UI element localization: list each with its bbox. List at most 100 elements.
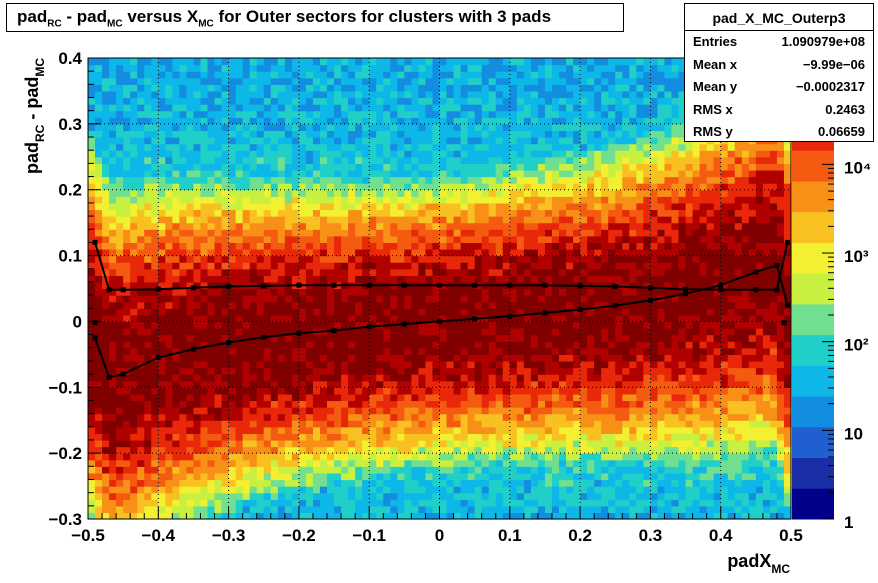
heatmap-cell [207, 84, 216, 92]
heatmap-cell [137, 209, 145, 217]
heatmap-cell [418, 77, 427, 85]
heatmap-cell [334, 446, 342, 454]
heatmap-cell [270, 512, 279, 520]
heatmap-cell [214, 163, 223, 171]
heatmap-cell [193, 275, 202, 283]
heatmap-cell [319, 268, 328, 276]
heatmap-cell [460, 229, 469, 237]
heatmap-cell [587, 453, 595, 461]
heatmap-cell [235, 328, 244, 336]
heatmap-cell [207, 347, 216, 355]
heatmap-cell [144, 262, 152, 270]
heatmap-cell [348, 117, 356, 125]
heatmap-cell [481, 321, 490, 329]
heatmap-cell [179, 453, 188, 461]
heatmap-cell [291, 459, 300, 467]
heatmap-cell [467, 137, 476, 145]
heatmap-cell [102, 123, 110, 132]
heatmap-cell [109, 275, 117, 283]
heatmap-cell [116, 341, 124, 349]
heatmap-cell [397, 486, 405, 494]
heatmap-cell [559, 393, 567, 402]
heatmap-cell [537, 308, 546, 316]
heatmap-cell [467, 347, 476, 355]
heatmap-cell [277, 314, 286, 323]
heatmap-cell [116, 512, 124, 520]
heatmap-cell [334, 472, 342, 481]
heatmap-cell [587, 407, 595, 415]
heatmap-cell [488, 354, 497, 362]
heatmap-cell [432, 196, 441, 204]
heatmap-cell [355, 84, 363, 92]
heatmap-cell [158, 137, 166, 145]
heatmap-cell [523, 321, 532, 329]
heatmap-cell [369, 150, 377, 158]
heatmap-cell [172, 472, 180, 481]
heatmap-cell [151, 123, 159, 132]
heatmap-cell [383, 117, 391, 125]
heatmap-cell [200, 512, 209, 520]
heatmap-cell [158, 321, 166, 329]
heatmap-cell [242, 58, 251, 66]
heatmap-cell [404, 301, 412, 309]
heatmap-cell [207, 413, 216, 421]
heatmap-cell [228, 84, 237, 92]
heatmap-cell [566, 77, 574, 85]
heatmap-cell [327, 248, 335, 257]
heatmap-cell [102, 242, 110, 250]
heatmap-cell [488, 334, 497, 342]
heatmap-cell [200, 104, 209, 112]
heatmap-cell [453, 479, 462, 487]
heatmap-cell [137, 183, 145, 191]
heatmap-cell [193, 486, 202, 494]
heatmap-cell [116, 295, 124, 303]
heatmap-cell [95, 268, 103, 276]
heatmap-cell [95, 262, 103, 270]
heatmap-cell [123, 229, 131, 237]
heatmap-cell [376, 77, 384, 85]
heatmap-cell [319, 459, 328, 467]
heatmap-cell [573, 472, 581, 481]
heatmap-cell [165, 433, 173, 441]
heatmap-cell [446, 248, 455, 257]
heatmap-cell [193, 183, 202, 191]
heatmap-cell [256, 255, 265, 263]
heatmap-cell [95, 163, 103, 171]
heatmap-cell [305, 393, 314, 402]
heatmap-cell [130, 446, 138, 454]
heatmap-cell [334, 130, 342, 138]
heatmap-cell [516, 110, 525, 118]
heatmap-cell [319, 295, 328, 303]
heatmap-cell [95, 222, 103, 230]
heatmap-cell [312, 413, 321, 421]
heatmap-cell [418, 446, 427, 454]
heatmap-cell [179, 163, 188, 171]
heatmap-cell [88, 328, 96, 336]
heatmap-cell [439, 459, 448, 467]
heatmap-cell [193, 374, 202, 382]
heatmap-cell [228, 117, 237, 125]
heatmap-cell [334, 169, 342, 178]
heatmap-cell [137, 407, 145, 415]
heatmap-cell [151, 308, 159, 316]
heatmap-cell [587, 413, 595, 421]
heatmap-cell [530, 64, 539, 72]
heatmap-cell [488, 90, 497, 99]
heatmap-cell [481, 433, 490, 441]
heatmap-cell [284, 58, 293, 66]
heatmap-cell [123, 288, 131, 296]
heatmap-cell [151, 216, 159, 224]
heatmap-cell [390, 235, 398, 243]
heatmap-cell [137, 288, 145, 296]
heatmap-cell [559, 84, 567, 92]
heatmap-cell [214, 169, 223, 178]
heatmap-cell [460, 176, 469, 184]
heatmap-cell [165, 486, 173, 494]
heatmap-cell [488, 439, 497, 448]
heatmap-cell [298, 466, 307, 474]
heatmap-cell [277, 446, 286, 454]
heatmap-cell [488, 77, 497, 85]
heatmap-cell [523, 84, 532, 92]
heatmap-cell [530, 255, 539, 263]
heatmap-cell [158, 314, 166, 323]
